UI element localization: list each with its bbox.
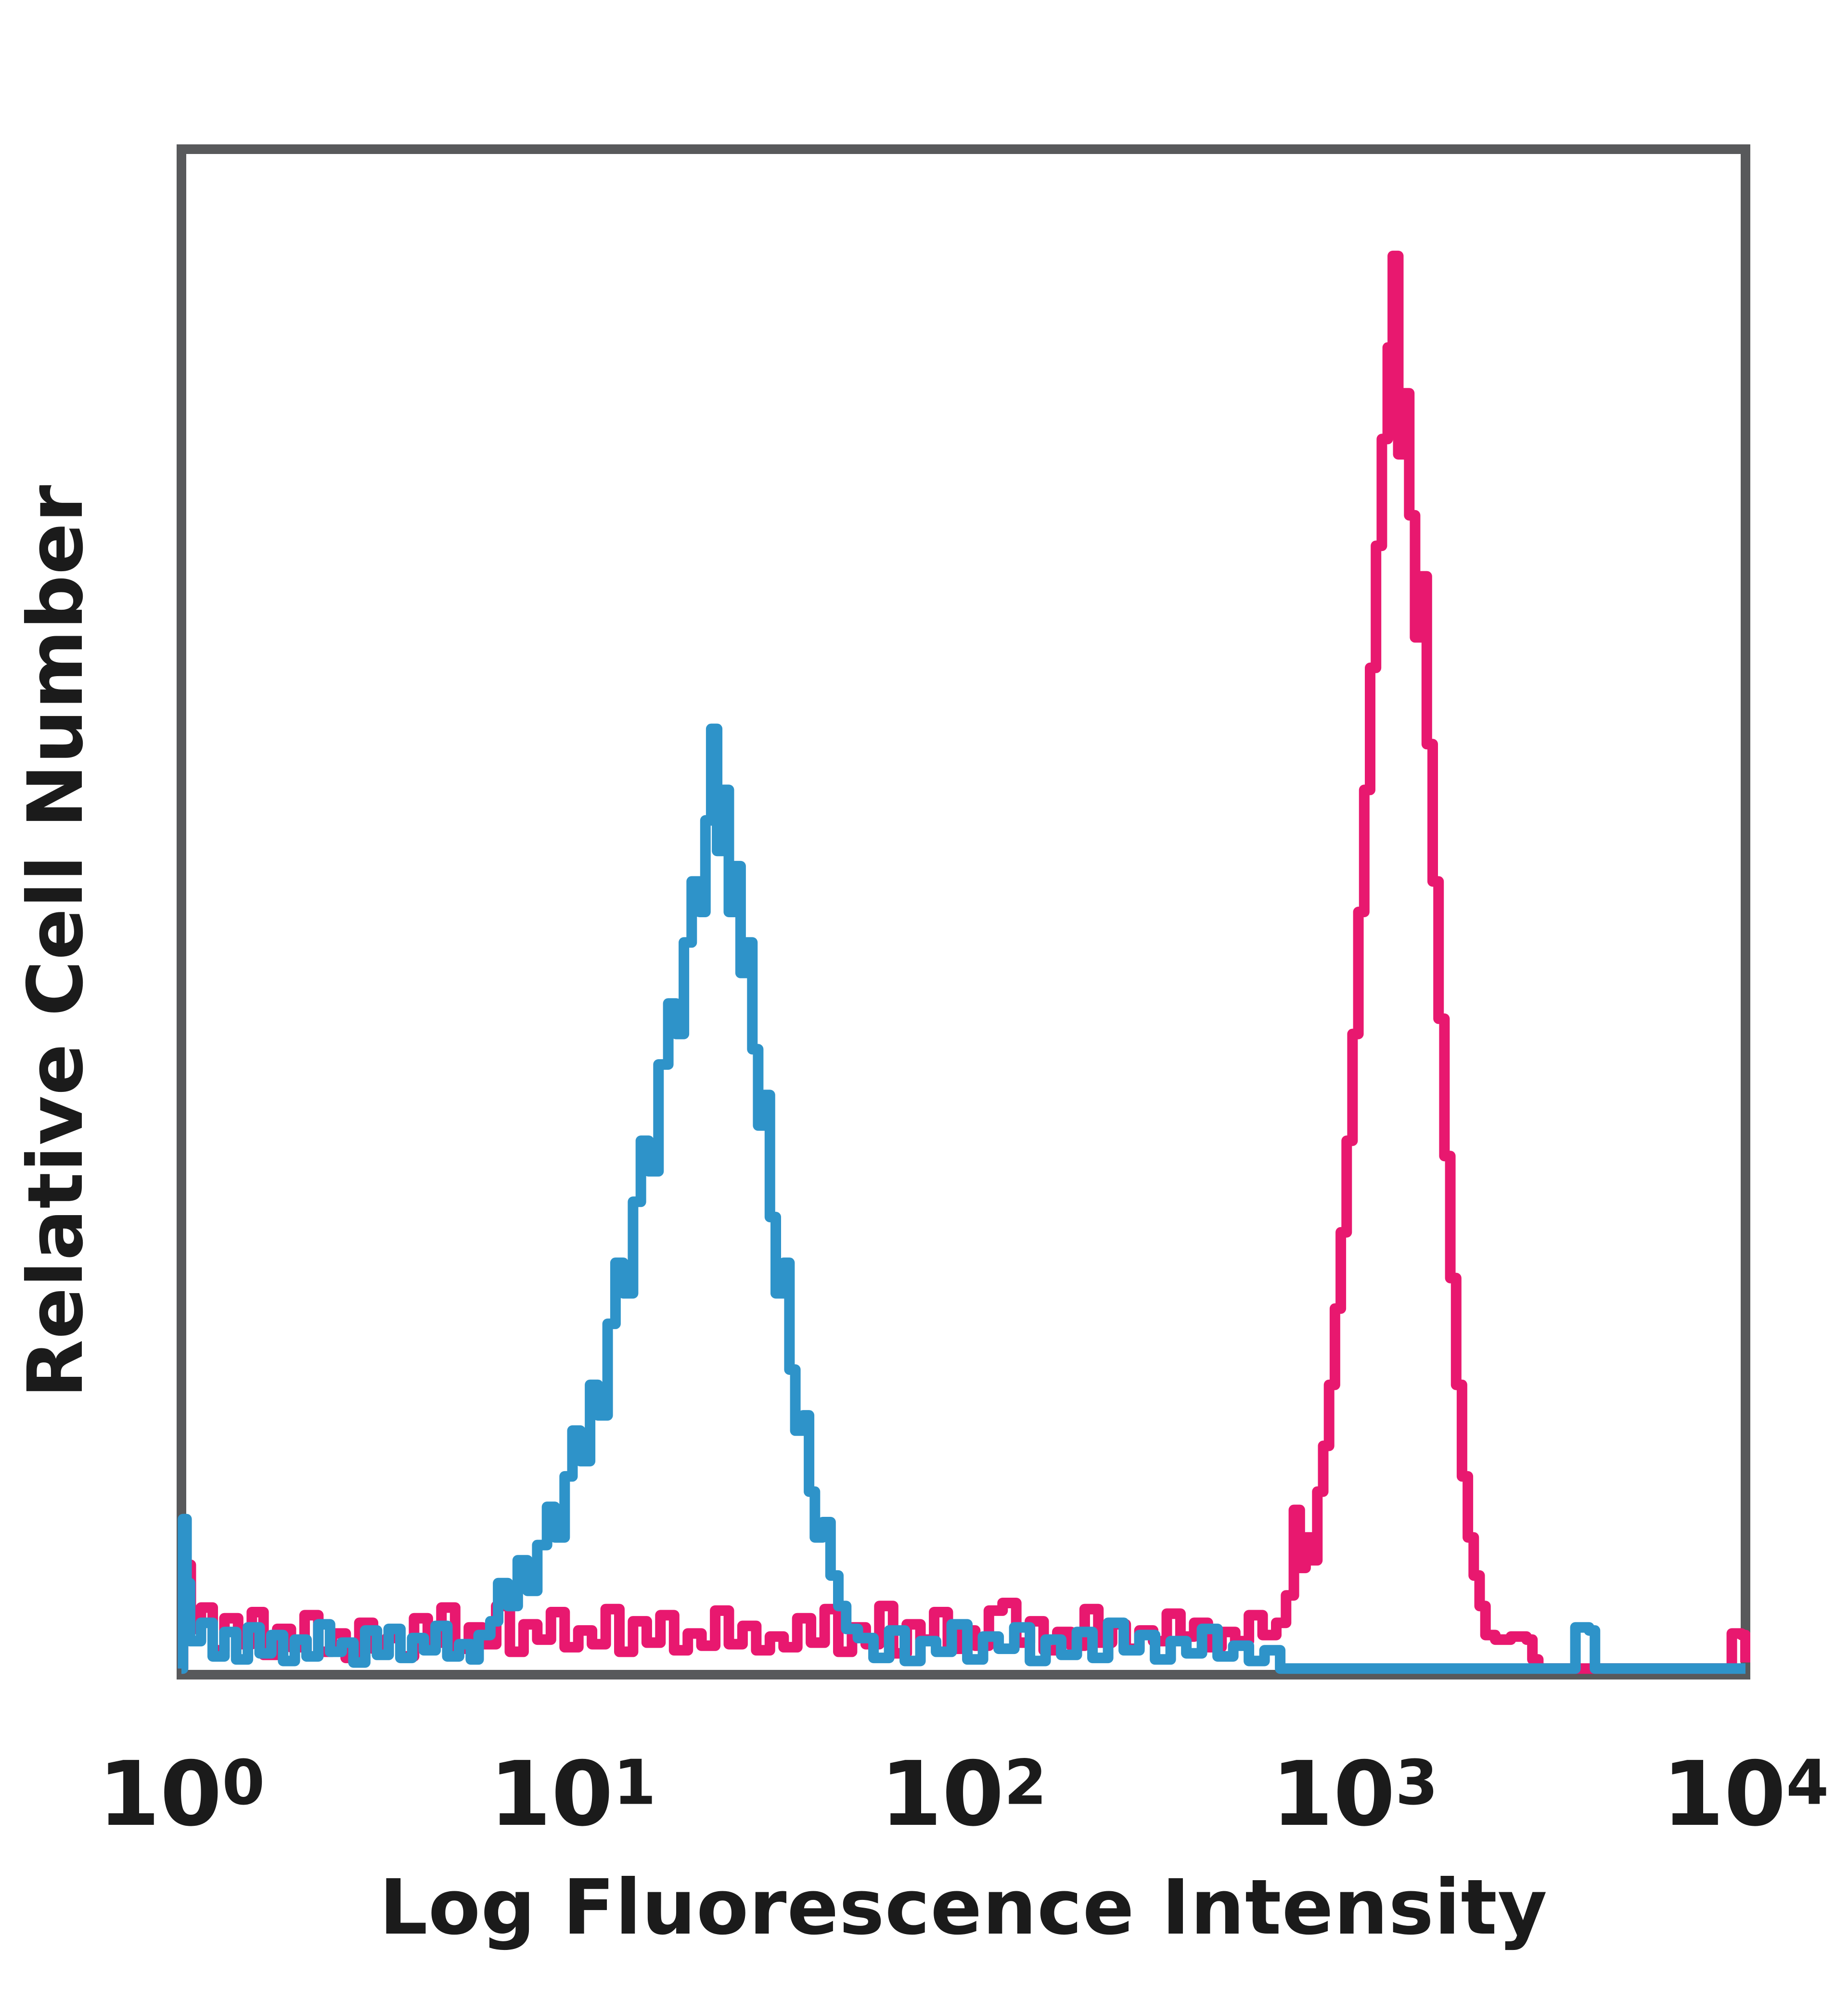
x-tick-label-10e1: 101 — [489, 1750, 656, 1839]
x-tick-base: 10 — [489, 1742, 614, 1846]
x-tick-label-10e4: 104 — [1662, 1750, 1829, 1839]
x-tick-label-10e3: 103 — [1271, 1750, 1438, 1839]
x-tick-base: 10 — [1271, 1742, 1396, 1846]
histogram-traces — [178, 250, 1750, 1674]
blue-curve-trace — [178, 723, 1745, 1674]
x-axis-title: Log Fluorescence Intensity — [379, 1863, 1548, 1952]
x-tick-label-10e0: 100 — [98, 1750, 265, 1839]
x-tick-base: 10 — [98, 1742, 222, 1846]
x-tick-exponent: 1 — [613, 1747, 656, 1819]
x-tick-exponent: 3 — [1395, 1747, 1438, 1819]
x-tick-base: 10 — [1662, 1742, 1786, 1846]
y-axis-title: Relative Cell Number — [12, 484, 100, 1398]
plot-frame — [177, 144, 1750, 1679]
x-tick-exponent: 0 — [222, 1747, 265, 1819]
x-tick-exponent: 4 — [1786, 1747, 1829, 1819]
pink-curve-trace — [178, 250, 1750, 1674]
x-tick-exponent: 2 — [1004, 1747, 1047, 1819]
x-tick-label-10e2: 102 — [880, 1750, 1047, 1839]
x-tick-base: 10 — [880, 1742, 1004, 1846]
